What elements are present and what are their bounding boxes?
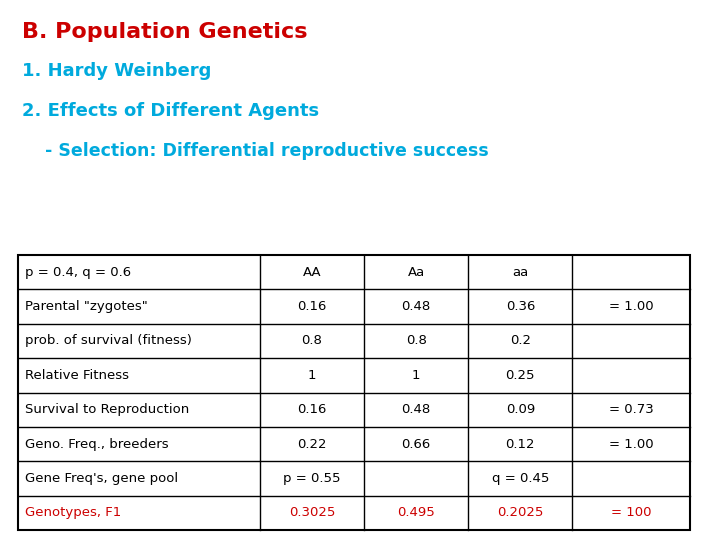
Text: Aa: Aa	[408, 266, 425, 279]
Text: - Selection: Differential reproductive success: - Selection: Differential reproductive s…	[45, 142, 489, 160]
Text: = 1.00: = 1.00	[609, 300, 654, 313]
Text: 1: 1	[412, 369, 420, 382]
Text: AA: AA	[302, 266, 321, 279]
Text: 0.8: 0.8	[302, 334, 323, 347]
Text: 0.48: 0.48	[402, 403, 431, 416]
Text: B. Population Genetics: B. Population Genetics	[22, 22, 307, 42]
Text: 0.66: 0.66	[402, 437, 431, 450]
Text: Survival to Reproduction: Survival to Reproduction	[25, 403, 189, 416]
Text: Relative Fitness: Relative Fitness	[25, 369, 129, 382]
Text: 1: 1	[307, 369, 316, 382]
Text: = 100: = 100	[611, 507, 652, 519]
Text: 0.25: 0.25	[505, 369, 535, 382]
Text: Genotypes, F1: Genotypes, F1	[25, 507, 121, 519]
Text: q = 0.45: q = 0.45	[492, 472, 549, 485]
Text: 0.495: 0.495	[397, 507, 435, 519]
Bar	[18, 255, 690, 530]
Text: 0.12: 0.12	[505, 437, 535, 450]
Text: 1. Hardy Weinberg: 1. Hardy Weinberg	[22, 62, 212, 80]
Text: 0.2: 0.2	[510, 334, 531, 347]
Text: 0.22: 0.22	[297, 437, 327, 450]
Text: p = 0.55: p = 0.55	[283, 472, 341, 485]
Text: prob. of survival (fitness): prob. of survival (fitness)	[25, 334, 192, 347]
Text: 0.48: 0.48	[402, 300, 431, 313]
Text: 2. Effects of Different Agents: 2. Effects of Different Agents	[22, 102, 319, 120]
Text: 0.16: 0.16	[297, 403, 327, 416]
Text: 0.2025: 0.2025	[497, 507, 544, 519]
Text: aa: aa	[512, 266, 528, 279]
Text: 0.3025: 0.3025	[289, 507, 336, 519]
Text: 0.16: 0.16	[297, 300, 327, 313]
Text: 0.8: 0.8	[406, 334, 426, 347]
Text: 0.09: 0.09	[505, 403, 535, 416]
Text: Parental "zygotes": Parental "zygotes"	[25, 300, 148, 313]
Text: Gene Freq's, gene pool: Gene Freq's, gene pool	[25, 472, 178, 485]
Text: = 0.73: = 0.73	[609, 403, 654, 416]
Text: Geno. Freq., breeders: Geno. Freq., breeders	[25, 437, 168, 450]
Text: p = 0.4, q = 0.6: p = 0.4, q = 0.6	[25, 266, 131, 279]
Text: = 1.00: = 1.00	[609, 437, 654, 450]
Text: 0.36: 0.36	[505, 300, 535, 313]
